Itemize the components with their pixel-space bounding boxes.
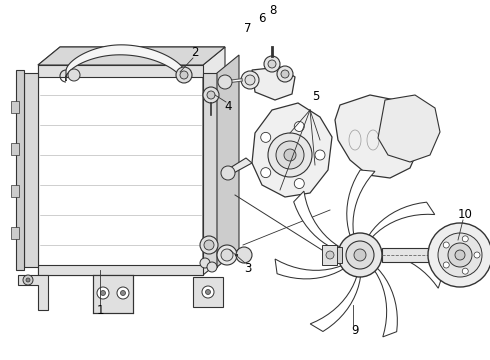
Circle shape [462, 268, 468, 274]
Polygon shape [225, 158, 252, 175]
Circle shape [277, 66, 293, 82]
Polygon shape [66, 45, 184, 81]
Circle shape [294, 121, 304, 131]
Circle shape [315, 150, 325, 160]
Bar [11, 101, 19, 113]
Circle shape [100, 291, 105, 296]
Circle shape [428, 223, 490, 287]
Circle shape [354, 249, 366, 261]
Circle shape [117, 287, 129, 299]
Circle shape [202, 286, 214, 298]
Polygon shape [368, 202, 435, 238]
Circle shape [448, 243, 472, 267]
Circle shape [276, 141, 304, 169]
Circle shape [462, 236, 468, 242]
Circle shape [205, 289, 211, 294]
Polygon shape [379, 249, 443, 288]
Circle shape [26, 278, 30, 282]
Circle shape [207, 262, 217, 272]
Circle shape [455, 250, 465, 260]
Bar [11, 143, 19, 155]
Circle shape [284, 149, 296, 161]
Text: 3: 3 [245, 261, 252, 274]
Circle shape [346, 241, 374, 269]
Text: 2: 2 [191, 45, 199, 58]
Circle shape [200, 258, 210, 268]
Polygon shape [294, 191, 342, 251]
Polygon shape [374, 267, 397, 337]
Circle shape [121, 291, 125, 296]
Polygon shape [217, 55, 239, 267]
Polygon shape [203, 73, 217, 267]
Circle shape [268, 60, 276, 68]
Circle shape [68, 69, 80, 81]
Polygon shape [18, 275, 48, 310]
Circle shape [221, 166, 235, 180]
Circle shape [268, 133, 312, 177]
Bar [322, 245, 337, 265]
Polygon shape [335, 95, 420, 178]
Circle shape [338, 233, 382, 277]
Polygon shape [252, 67, 295, 100]
Polygon shape [203, 47, 225, 275]
Polygon shape [193, 277, 223, 307]
Circle shape [443, 242, 449, 248]
Circle shape [23, 275, 33, 285]
Circle shape [474, 252, 480, 258]
Text: 8: 8 [270, 4, 277, 17]
Polygon shape [310, 275, 361, 332]
Polygon shape [24, 73, 38, 267]
Text: 1: 1 [96, 303, 104, 316]
Circle shape [204, 240, 214, 250]
Circle shape [245, 75, 255, 85]
Circle shape [180, 71, 188, 79]
Bar [11, 227, 19, 239]
Circle shape [241, 71, 259, 89]
Polygon shape [38, 47, 225, 65]
Circle shape [217, 245, 237, 265]
Circle shape [97, 287, 109, 299]
Circle shape [207, 91, 215, 99]
Polygon shape [252, 103, 332, 197]
Circle shape [200, 236, 218, 254]
Circle shape [264, 56, 280, 72]
Circle shape [294, 179, 304, 189]
Circle shape [261, 168, 271, 177]
Polygon shape [378, 95, 440, 162]
Circle shape [261, 132, 271, 142]
Circle shape [218, 75, 232, 89]
Text: 5: 5 [312, 90, 319, 103]
Circle shape [236, 247, 252, 263]
Circle shape [203, 87, 219, 103]
Polygon shape [275, 259, 345, 279]
Circle shape [176, 67, 192, 83]
Text: 9: 9 [351, 324, 359, 337]
Text: 10: 10 [458, 208, 472, 221]
Circle shape [281, 70, 289, 78]
Text: 4: 4 [224, 99, 232, 112]
Polygon shape [93, 275, 133, 313]
Text: 7: 7 [244, 22, 252, 35]
Polygon shape [38, 65, 203, 275]
Bar [11, 185, 19, 197]
Polygon shape [38, 47, 225, 65]
Polygon shape [335, 247, 342, 263]
Text: 6: 6 [258, 12, 266, 24]
Polygon shape [38, 265, 203, 275]
Polygon shape [382, 248, 450, 262]
Circle shape [438, 233, 482, 277]
Polygon shape [347, 170, 375, 237]
Circle shape [443, 262, 449, 268]
Polygon shape [16, 70, 24, 270]
Circle shape [326, 251, 334, 259]
Circle shape [221, 249, 233, 261]
Polygon shape [38, 65, 203, 77]
